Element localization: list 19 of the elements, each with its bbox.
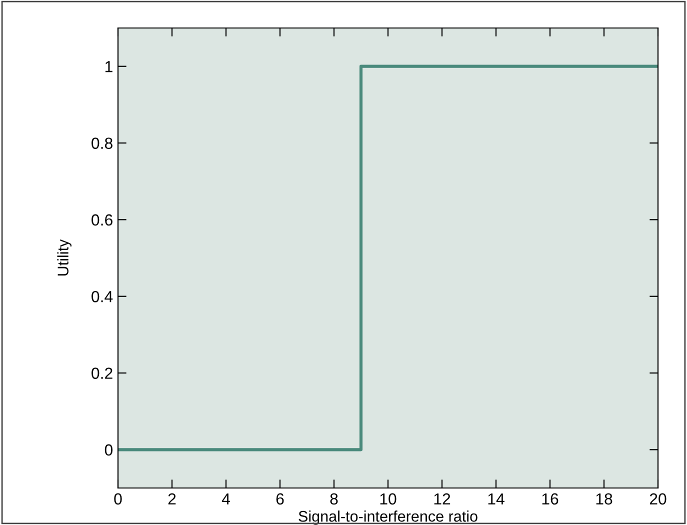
y-tick-label: 0.4 (92, 290, 113, 302)
y-tick-label: 0.6 (92, 214, 112, 226)
x-tick-label: 10 (380, 493, 396, 505)
x-tick-label: 0 (114, 493, 122, 505)
y-axis-title: Utility (57, 239, 72, 276)
x-tick-label: 6 (276, 493, 284, 505)
y-tick-label: 0.2 (92, 368, 112, 379)
x-axis-title: Signal-to-interference ratio (298, 510, 478, 525)
x-tick-label: 12 (434, 493, 450, 504)
y-tick-label: 0.8 (92, 138, 112, 149)
y-tick-label: 1 (105, 61, 112, 72)
x-tick-label: 20 (650, 493, 666, 505)
x-tick-label: 2 (168, 493, 176, 504)
x-tick-label: 4 (222, 493, 230, 504)
x-tick-label: 8 (330, 493, 338, 505)
x-tick-label: 14 (488, 493, 504, 504)
y-tick-label: 0 (104, 444, 113, 456)
x-tick-label: 16 (542, 493, 558, 505)
x-tick-label: 18 (596, 493, 612, 505)
